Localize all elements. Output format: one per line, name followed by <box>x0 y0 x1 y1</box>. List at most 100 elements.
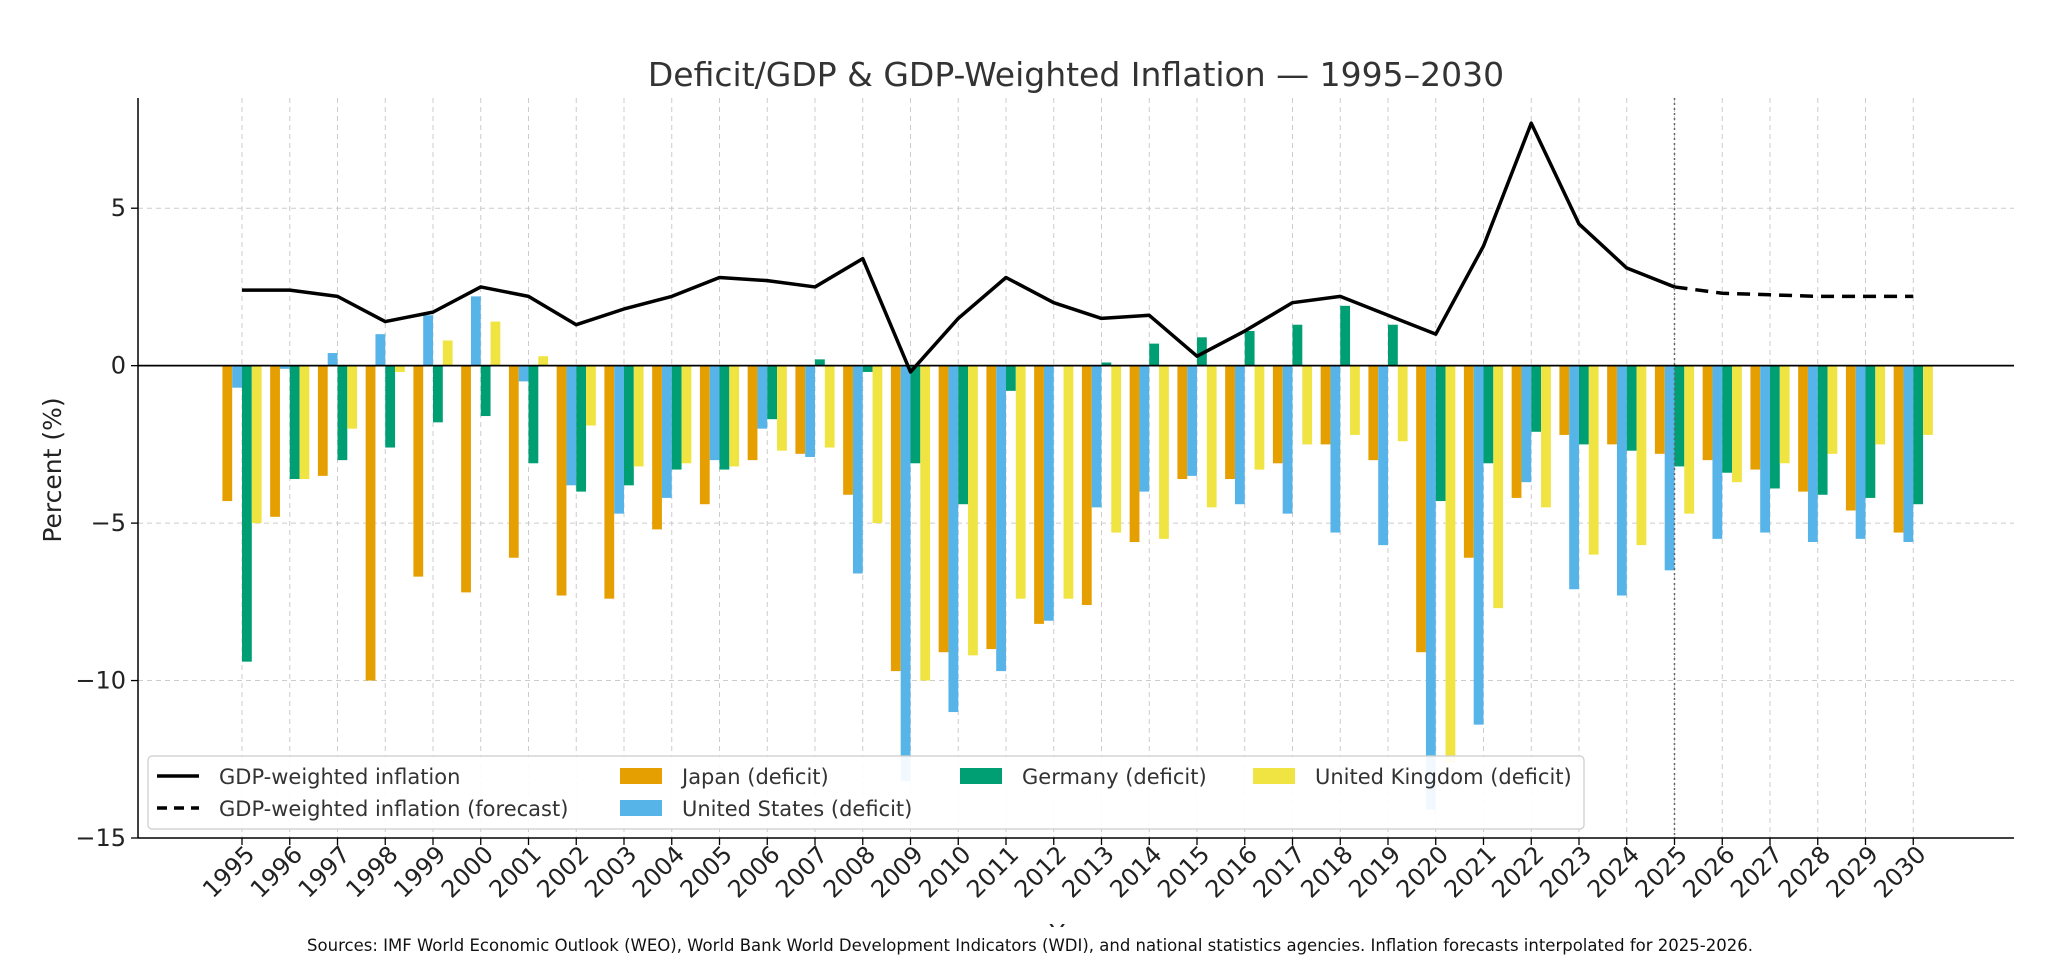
bar <box>1206 365 1217 508</box>
bar <box>1541 365 1551 508</box>
bar <box>1388 324 1398 366</box>
bar <box>242 365 252 662</box>
bar <box>461 365 471 593</box>
bar <box>757 365 768 429</box>
bar <box>327 353 338 366</box>
bar <box>1779 365 1790 464</box>
bar <box>920 365 931 681</box>
bar <box>709 365 720 461</box>
bar <box>996 365 1006 672</box>
bar <box>251 365 262 524</box>
legend-swatch <box>620 768 662 784</box>
bar <box>986 365 997 650</box>
bar <box>1101 362 1112 366</box>
bar <box>480 365 491 417</box>
bar <box>1063 365 1074 599</box>
bar <box>719 365 730 470</box>
bar <box>528 365 539 464</box>
bar <box>1817 365 1828 495</box>
bar <box>1378 365 1388 546</box>
bar <box>900 365 911 782</box>
bar <box>1493 365 1504 609</box>
y-tick-label: −5 <box>91 509 126 537</box>
bar <box>1855 365 1866 539</box>
bar <box>1616 365 1627 596</box>
bar <box>1903 365 1914 542</box>
bar <box>815 359 825 366</box>
bar <box>1302 365 1313 445</box>
bar <box>289 365 300 480</box>
bar <box>1225 365 1235 480</box>
bar <box>1292 324 1303 366</box>
bar <box>795 365 806 454</box>
y-axis-label: Percent (%) <box>38 397 67 542</box>
bar <box>270 365 280 517</box>
bar <box>890 365 901 672</box>
bar <box>1664 365 1675 571</box>
bar <box>586 365 596 426</box>
legend-label: Germany (deficit) <box>1022 765 1207 789</box>
bar <box>1760 365 1770 533</box>
bar <box>624 365 634 486</box>
bar <box>1043 365 1054 621</box>
bar <box>508 365 519 558</box>
bar <box>852 365 863 574</box>
bar <box>1569 365 1579 590</box>
bar <box>1350 365 1360 435</box>
legend-box <box>147 755 1585 830</box>
bar <box>1588 365 1599 555</box>
bar <box>317 365 328 476</box>
bar <box>395 365 405 372</box>
bar <box>1684 365 1695 514</box>
legend-swatch <box>1253 768 1295 784</box>
bar <box>299 365 310 480</box>
legend-item: Germany (deficit) <box>960 765 1207 789</box>
bar <box>747 365 758 461</box>
chart-title: Deficit/GDP & GDP-Weighted Inflation — 1… <box>648 55 1504 94</box>
bar <box>1722 365 1733 473</box>
inflation-line <box>242 121 1676 374</box>
bar <box>958 365 969 505</box>
y-tick-label: 5 <box>111 194 126 222</box>
source-note: Sources: IMF World Economic Outlook (WEO… <box>307 936 1753 955</box>
bar <box>1340 305 1351 366</box>
bar <box>1111 365 1122 533</box>
legend-item: GDP-weighted inflation <box>157 765 460 789</box>
bar <box>699 365 710 505</box>
inflation-lines <box>242 121 1914 374</box>
bar <box>872 365 883 524</box>
bar <box>633 365 644 467</box>
bar <box>1177 365 1188 480</box>
bar <box>652 365 662 530</box>
bar <box>1807 365 1818 542</box>
bar <box>767 365 778 420</box>
bar <box>232 365 242 388</box>
bar <box>1425 365 1436 810</box>
legend-item: United Kingdom (deficit) <box>1253 765 1572 789</box>
bar <box>1923 365 1933 435</box>
bar <box>1865 365 1876 498</box>
bar <box>1750 365 1761 470</box>
bar <box>1368 365 1379 461</box>
bar <box>968 365 978 656</box>
bar <box>385 365 396 448</box>
legend-swatch <box>960 768 1002 784</box>
bar <box>365 365 376 681</box>
bar <box>1626 365 1637 451</box>
bar <box>1091 365 1102 508</box>
bar <box>1893 365 1904 533</box>
bar <box>1712 365 1723 539</box>
y-tick-label: −10 <box>75 667 126 695</box>
bar <box>824 365 835 448</box>
bar <box>671 365 682 470</box>
bar <box>1511 365 1522 498</box>
bar <box>1559 365 1570 435</box>
bar <box>1015 365 1026 599</box>
legend-item: GDP-weighted inflation (forecast) <box>157 797 568 821</box>
bar <box>1081 365 1092 605</box>
bar <box>433 365 443 423</box>
bar <box>1282 365 1293 514</box>
bar <box>862 365 873 372</box>
bar <box>681 365 692 464</box>
